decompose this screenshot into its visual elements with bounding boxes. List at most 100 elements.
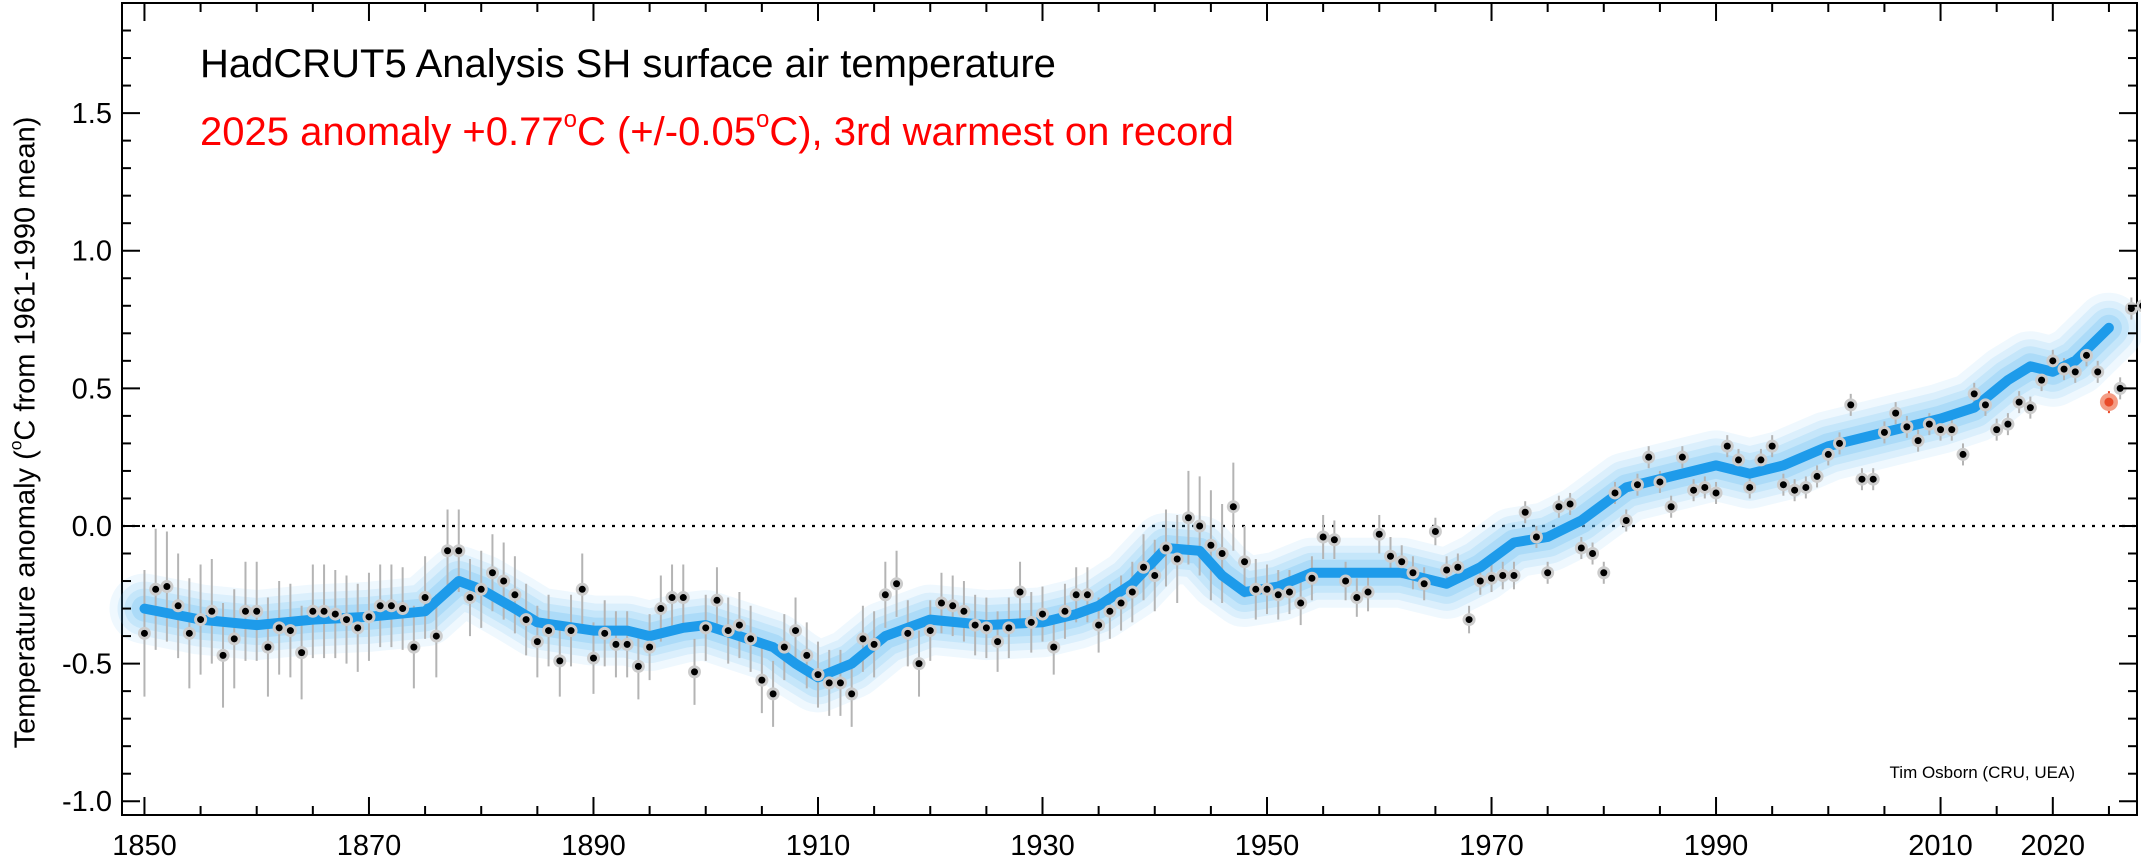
data-point (241, 607, 249, 615)
data-point (1409, 569, 1417, 577)
data-point (1577, 544, 1585, 552)
data-point (1869, 475, 1877, 483)
data-point (1521, 508, 1529, 516)
data-point (1656, 478, 1664, 486)
data-point (1465, 616, 1473, 624)
data-point (152, 585, 160, 593)
data-point (1342, 577, 1350, 585)
data-point (1723, 442, 1731, 450)
data-point (2015, 398, 2023, 406)
data-point (2060, 365, 2068, 373)
data-point (500, 577, 508, 585)
data-point (612, 640, 620, 648)
data-point (825, 679, 833, 687)
data-point (1218, 550, 1226, 558)
data-point (937, 599, 945, 607)
data-point (1308, 574, 1316, 582)
data-point (1622, 516, 1630, 524)
data-point (949, 602, 957, 610)
data-point (174, 602, 182, 610)
data-point (1970, 390, 1978, 398)
data-point (1151, 572, 1159, 580)
data-point (634, 662, 642, 670)
data-point (1285, 588, 1293, 596)
data-point (702, 624, 710, 632)
data-point (1981, 401, 1989, 409)
data-point (567, 627, 575, 635)
data-point (1454, 563, 1462, 571)
data-point (1128, 588, 1136, 596)
data-point (646, 643, 654, 651)
chart-subtitle: 2025 anomaly +0.77oC (+/-0.05oC), 3rd wa… (200, 106, 1234, 155)
data-point (1016, 588, 1024, 596)
data-point (219, 651, 227, 659)
data-point (1196, 522, 1204, 530)
data-point (522, 616, 530, 624)
data-point (623, 640, 631, 648)
data-point (1757, 456, 1765, 464)
data-point (253, 607, 261, 615)
data-point (1173, 555, 1181, 563)
data-point (1690, 486, 1698, 494)
data-point (387, 602, 395, 610)
data-point (1431, 527, 1439, 535)
data-point (432, 632, 440, 640)
data-point (747, 635, 755, 643)
data-point (1072, 591, 1080, 599)
data-point (1297, 599, 1305, 607)
data-point (421, 594, 429, 602)
data-point (589, 654, 597, 662)
data-point (208, 607, 216, 615)
data-point (466, 594, 474, 602)
data-point (1499, 572, 1507, 580)
data-point (1039, 610, 1047, 618)
data-point (1959, 450, 1967, 458)
data-point (780, 643, 788, 651)
data-point (1488, 574, 1496, 582)
data-point (1386, 552, 1394, 560)
axis-ticks: -1.0 -0.5 0.0 0.5 1.0 1.5 1850 1870 1890 1910 1930… (62, 2, 2137, 862)
data-point (848, 690, 856, 698)
data-point (1274, 591, 1282, 599)
data-point (1746, 483, 1754, 491)
data-point (735, 621, 743, 629)
data-point (668, 594, 676, 602)
data-point (1813, 472, 1821, 480)
data-point (1027, 618, 1035, 626)
data-point (1532, 533, 1540, 541)
data-point (870, 640, 878, 648)
data-point (2049, 357, 2057, 365)
data-point (1903, 423, 1911, 431)
data-point (881, 591, 889, 599)
x-tick-label: 1850 (112, 830, 177, 862)
data-point (1061, 607, 1069, 615)
data-point (601, 629, 609, 637)
data-point (511, 591, 519, 599)
data-point (2038, 376, 2046, 384)
y-axis-label-container: Temperature anomaly (oC from 1961-1990 m… (5, 0, 46, 865)
x-tick-label: 1930 (1010, 830, 1075, 862)
data-point (1633, 481, 1641, 489)
data-point (1319, 533, 1327, 541)
x-tick-label: 1990 (1684, 830, 1749, 862)
data-point (679, 594, 687, 602)
smoothed-uncertainty-band (109, 292, 2141, 713)
data-point (1701, 483, 1709, 491)
data-point (477, 585, 485, 593)
data-point (971, 621, 979, 629)
data-point (836, 679, 844, 687)
data-point (2026, 404, 2034, 412)
data-point (724, 627, 732, 635)
highlight-point (2104, 397, 2114, 407)
data-point (1925, 420, 1933, 428)
data-point (286, 627, 294, 635)
data-point (1162, 544, 1170, 552)
data-point (1600, 569, 1608, 577)
x-tick-label: 1950 (1235, 830, 1300, 862)
data-point (376, 602, 384, 610)
y-axis-label: Temperature anomaly (oC from 1961-1990 m… (5, 116, 42, 749)
data-point (1791, 486, 1799, 494)
data-point (1611, 489, 1619, 497)
data-point (343, 616, 351, 624)
